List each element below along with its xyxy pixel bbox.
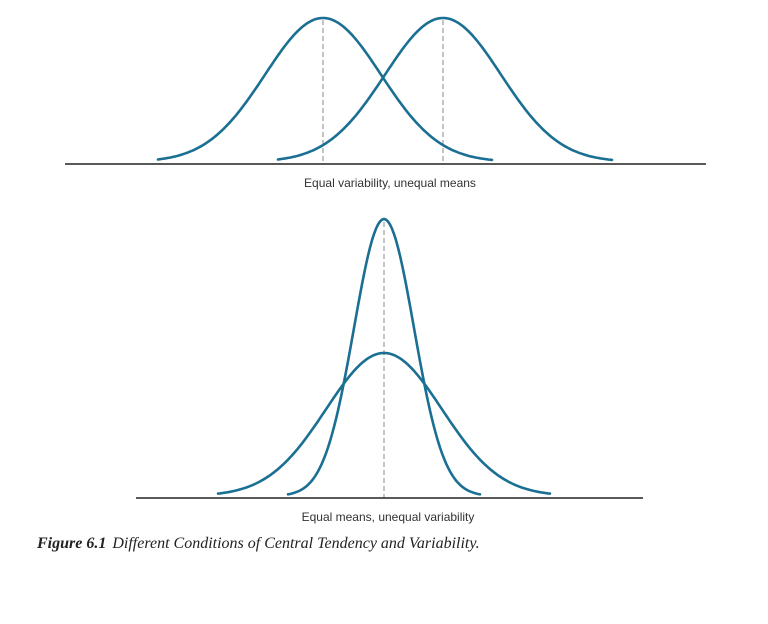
figure-number: Figure 6.1 xyxy=(37,535,107,552)
top-panel-label: Equal variability, unequal means xyxy=(304,176,476,190)
bottom-curve-wide xyxy=(216,351,552,495)
top-panel xyxy=(65,16,706,165)
top-curve-b xyxy=(276,16,614,162)
figure-caption-text: Different Conditions of Central Tendency… xyxy=(112,535,480,552)
bottom-curve-narrow xyxy=(286,217,482,496)
top-curve-a xyxy=(156,16,494,162)
figure-caption: Figure 6.1 Different Conditions of Centra… xyxy=(37,535,480,553)
bottom-panel xyxy=(136,217,643,499)
bottom-panel-label: Equal means, unequal variability xyxy=(301,510,475,524)
